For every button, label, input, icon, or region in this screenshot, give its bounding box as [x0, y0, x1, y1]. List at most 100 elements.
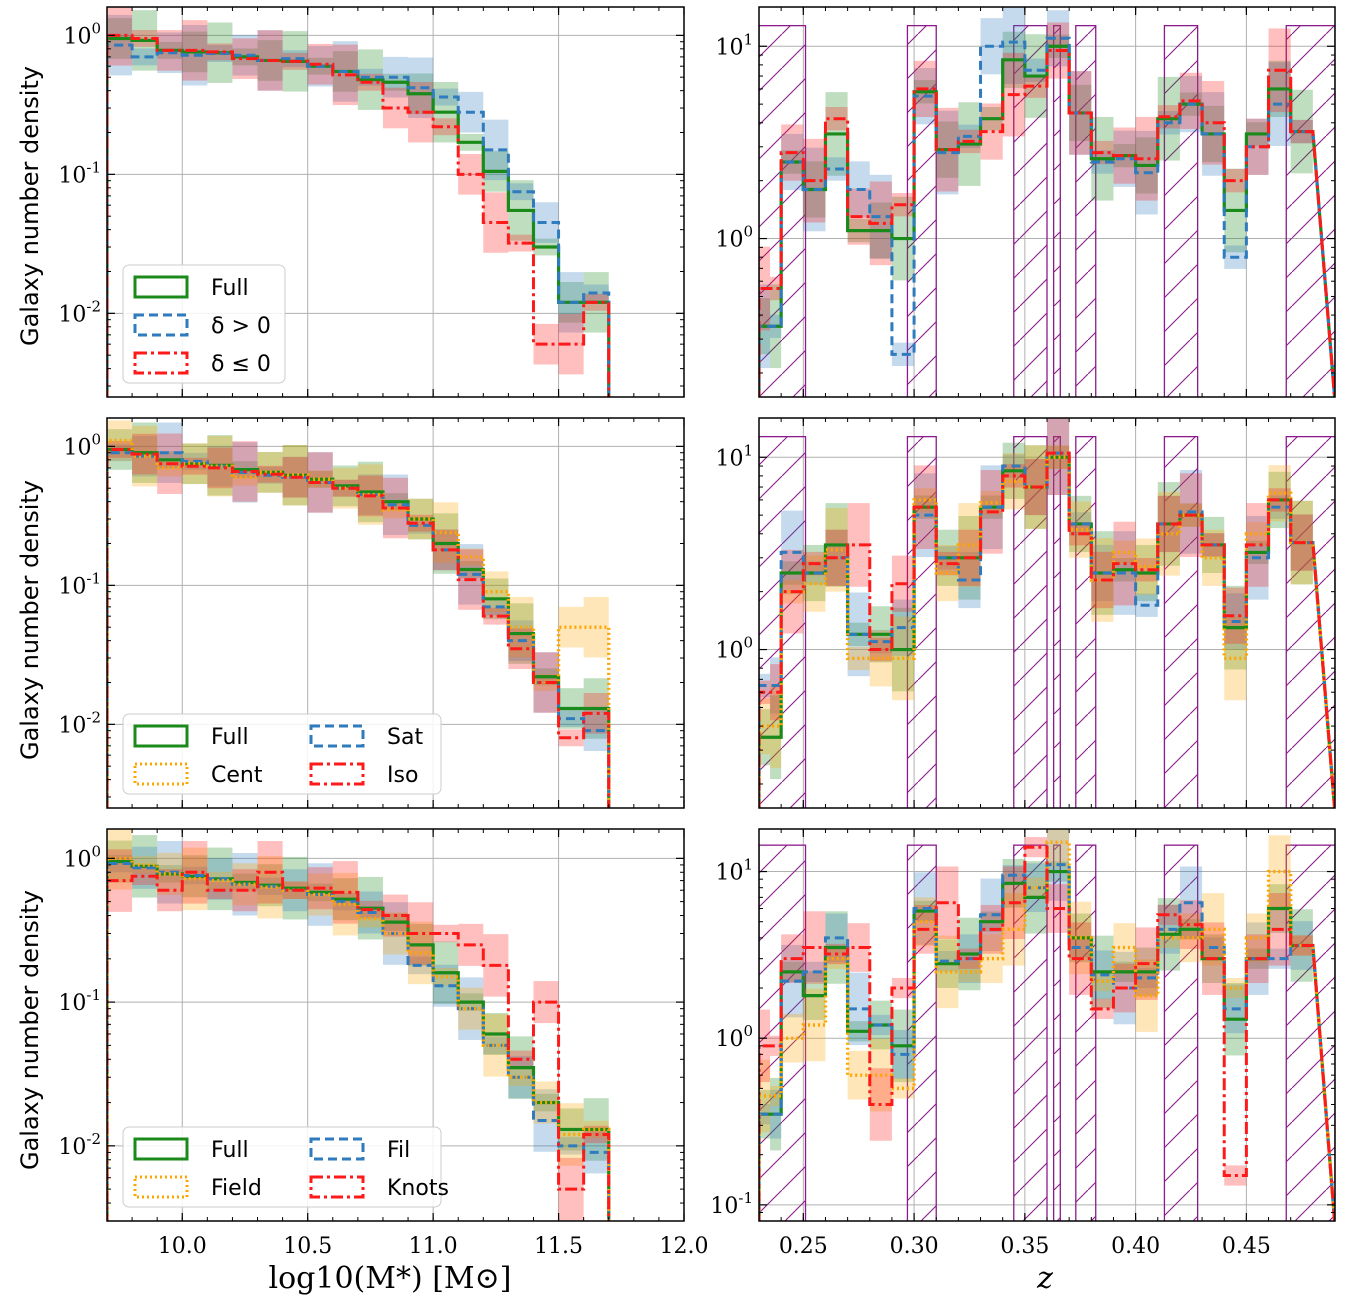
legend-label: Field [211, 1176, 262, 1201]
error-band [1179, 900, 1203, 950]
error-band [1246, 522, 1269, 546]
plot-frame [106, 6, 685, 398]
y-tick-label: 10-1 [710, 1189, 753, 1219]
x-tick-label: 11.0 [409, 1234, 458, 1259]
legend-swatch [133, 313, 189, 337]
panel-mass-middle: 10-2 10-1 100 Full Cent Sat Iso [58, 417, 685, 809]
masked-region [1052, 844, 1061, 1221]
error-band [958, 551, 981, 609]
error-band [781, 944, 804, 1018]
x-tick-label: 12.0 [660, 1234, 709, 1259]
error-band [483, 1036, 509, 1055]
y-tick-label: 10-2 [58, 1130, 101, 1160]
legend-swatch [133, 275, 189, 299]
error-band [759, 697, 771, 755]
legend-swatch [309, 724, 365, 748]
series-line-Knots [759, 845, 1335, 1221]
series-line-Cent [107, 438, 611, 808]
series-line-δ ≤ 0 [759, 49, 1335, 397]
legend-swatch [133, 724, 189, 748]
y-tick-label: 10-1 [58, 569, 101, 599]
masked-region [1052, 435, 1061, 808]
error-band [1047, 10, 1070, 67]
legend: Full δ > 0 δ ≤ 0 [122, 264, 286, 384]
error-band [869, 181, 892, 266]
y-tick-label: 100 [63, 842, 101, 872]
error-band [1135, 558, 1158, 582]
error-band [1157, 491, 1180, 576]
error-band [936, 110, 959, 195]
legend-label: Iso [387, 763, 418, 788]
legend-label: Full [211, 725, 249, 750]
error-band [483, 607, 509, 625]
legend-label: Knots [387, 1176, 449, 1201]
x-tick-label: 0.45 [1222, 1234, 1271, 1259]
error-band [508, 234, 534, 252]
panel-mass-top: 10-2 10-1 100 Full δ > 0 δ ≤ 0 [58, 6, 685, 398]
y-tick-label: 10-1 [58, 158, 101, 188]
y-tick-label: 100 [715, 1022, 753, 1052]
error-band [1002, 7, 1025, 85]
legend-label: Full [211, 1138, 249, 1163]
error-band [770, 1035, 782, 1056]
error-band [1246, 503, 1269, 587]
x-tick-label: 11.5 [534, 1234, 583, 1259]
series-line-Iso [107, 447, 611, 808]
masked-region [1075, 435, 1097, 808]
series-line-Field [107, 856, 611, 1221]
error-band [1202, 893, 1225, 966]
error-band [1135, 538, 1158, 595]
masked-region [906, 435, 937, 808]
error-band [433, 118, 459, 136]
masked-region [1052, 24, 1061, 397]
error-band [803, 555, 826, 612]
series-line-δ > 0 [107, 43, 611, 397]
panel-z-bottom: 0.25 0.30 0.35 0.40 0.45 10-1 100 101 [710, 828, 1336, 1259]
error-band [869, 174, 892, 259]
error-band [1024, 74, 1047, 98]
legend-label: Full [211, 276, 249, 301]
error-band [770, 276, 782, 301]
error-band [1246, 913, 1269, 963]
masked-region [1285, 24, 1335, 397]
ylabel-bottom: Galaxy number density [16, 890, 44, 1170]
y-tick-label: 101 [715, 441, 753, 471]
legend-swatch [309, 1137, 365, 1161]
series-line-δ > 0 [759, 36, 1335, 397]
error-band [1091, 150, 1114, 174]
panel-z-top: 100 101 [715, 6, 1336, 398]
x-tick-label: 0.25 [779, 1234, 828, 1259]
error-band [980, 934, 1003, 984]
panel-z-middle: 100 101 [715, 417, 1336, 809]
error-band [958, 961, 981, 982]
legend-swatch [133, 1175, 189, 1199]
panel-mass-bottom: 10.0 10.5 11.0 11.5 12.0 10-2 10-1 100 Full Field… [58, 828, 709, 1259]
plot-frame [106, 417, 685, 809]
series-line-Full [759, 869, 1335, 1221]
y-tick-label: 10-1 [58, 986, 101, 1016]
error-band [1135, 116, 1158, 201]
error-band [1024, 837, 1047, 858]
legend-label: Cent [211, 763, 263, 788]
y-tick-label: 100 [715, 223, 753, 253]
error-band [869, 630, 892, 687]
error-band [1224, 587, 1247, 644]
x-tick-label: 0.35 [1000, 1234, 1049, 1259]
error-band [207, 871, 233, 890]
legend-label: Fil [387, 1138, 410, 1163]
y-tick-label: 100 [715, 634, 753, 664]
legend-label: δ ≤ 0 [211, 352, 271, 377]
legend: Full Field Fil Knots [122, 1126, 449, 1208]
legend: Full Cent Sat Iso [122, 713, 442, 795]
series-line-Cent [759, 455, 1335, 808]
error-band [1047, 829, 1070, 867]
y-tick-label: 100 [63, 430, 101, 460]
x-tick-label: 10.5 [283, 1234, 332, 1259]
error-band [132, 867, 158, 886]
ylabel-top: Galaxy number density [16, 66, 44, 346]
series-line-Fil [759, 863, 1335, 1221]
masked-region [1285, 435, 1335, 808]
masked-region [1163, 435, 1199, 808]
legend-swatch [133, 351, 189, 375]
masked-region [1013, 844, 1048, 1221]
